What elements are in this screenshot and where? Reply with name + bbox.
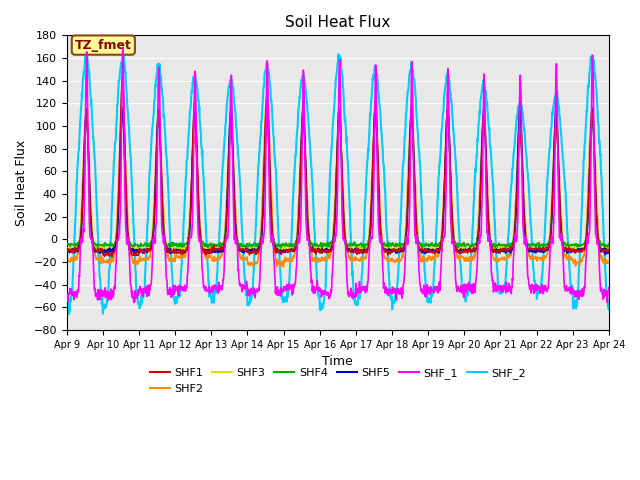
SHF_1 — [605, 285, 612, 290]
SHF4 — [371, 112, 379, 118]
SHF_2 — [65, 311, 73, 317]
SHF3 — [371, 108, 379, 113]
SHF_2 — [171, 301, 179, 307]
SHF5 — [602, 252, 609, 258]
SHF1 — [605, 246, 612, 252]
SHF4 — [184, 239, 191, 245]
SHF_1 — [63, 291, 70, 297]
Y-axis label: Soil Heat Flux: Soil Heat Flux — [15, 140, 28, 226]
SHF4 — [244, 242, 252, 248]
SHF2 — [63, 257, 70, 263]
Line: SHF_1: SHF_1 — [67, 48, 609, 302]
SHF5 — [170, 250, 178, 255]
SHF2 — [280, 264, 287, 270]
SHF5 — [184, 247, 191, 252]
Line: SHF_2: SHF_2 — [67, 54, 609, 314]
Line: SHF5: SHF5 — [67, 108, 609, 255]
SHF1 — [108, 254, 116, 260]
SHF1 — [184, 239, 192, 245]
SHF_1 — [244, 287, 252, 293]
SHF5 — [63, 246, 70, 252]
SHF3 — [63, 247, 70, 253]
SHF2 — [493, 256, 501, 262]
Line: SHF4: SHF4 — [67, 115, 609, 249]
SHF_1 — [604, 300, 611, 305]
SHF3 — [388, 249, 396, 255]
SHF4 — [539, 246, 547, 252]
SHF1 — [541, 246, 549, 252]
SHF4 — [605, 241, 612, 247]
SHF_1 — [184, 271, 191, 277]
SHF_2 — [422, 295, 430, 300]
SHF1 — [171, 247, 179, 252]
SHF2 — [263, 92, 271, 98]
SHF5 — [493, 249, 500, 254]
SHF_2 — [605, 306, 612, 312]
SHF1 — [63, 248, 70, 254]
SHF1 — [422, 247, 430, 252]
SHF5 — [422, 248, 430, 254]
X-axis label: Time: Time — [323, 355, 353, 369]
Line: SHF1: SHF1 — [67, 76, 609, 257]
SHF3 — [541, 247, 549, 253]
SHF4 — [170, 242, 178, 248]
SHF5 — [541, 247, 548, 252]
SHF5 — [263, 105, 271, 110]
SHF1 — [493, 248, 501, 254]
SHF_2 — [184, 143, 192, 149]
SHF2 — [422, 258, 430, 264]
Line: SHF2: SHF2 — [67, 95, 609, 267]
SHF1 — [245, 249, 253, 254]
SHF3 — [244, 247, 252, 253]
SHF5 — [605, 248, 612, 254]
SHF2 — [605, 260, 612, 265]
SHF3 — [170, 246, 178, 252]
SHF4 — [493, 243, 500, 249]
SHF_2 — [493, 266, 501, 272]
Line: SHF3: SHF3 — [67, 110, 609, 252]
SHF_1 — [119, 45, 127, 51]
SHF_1 — [493, 286, 500, 292]
SHF_1 — [171, 290, 179, 296]
SHF_2 — [83, 51, 91, 57]
SHF4 — [63, 241, 70, 247]
SHF2 — [170, 258, 178, 264]
SHF_2 — [541, 218, 549, 224]
SHF_1 — [422, 293, 430, 299]
Legend: SHF1, SHF2, SHF3, SHF4, SHF5, SHF_1, SHF_2: SHF1, SHF2, SHF3, SHF4, SHF5, SHF_1, SHF… — [145, 364, 530, 398]
SHF_1 — [541, 283, 548, 289]
SHF2 — [184, 242, 191, 248]
Title: Soil Heat Flux: Soil Heat Flux — [285, 15, 390, 30]
SHF4 — [422, 242, 430, 248]
SHF4 — [541, 242, 549, 248]
SHF3 — [605, 243, 612, 249]
SHF2 — [244, 262, 252, 267]
SHF_2 — [245, 302, 253, 308]
SHF5 — [244, 247, 252, 252]
SHF2 — [541, 254, 549, 260]
SHF3 — [422, 244, 430, 250]
Text: TZ_fmet: TZ_fmet — [75, 38, 132, 52]
SHF1 — [118, 73, 126, 79]
SHF3 — [493, 247, 501, 253]
SHF_2 — [63, 305, 70, 311]
SHF3 — [184, 245, 191, 251]
